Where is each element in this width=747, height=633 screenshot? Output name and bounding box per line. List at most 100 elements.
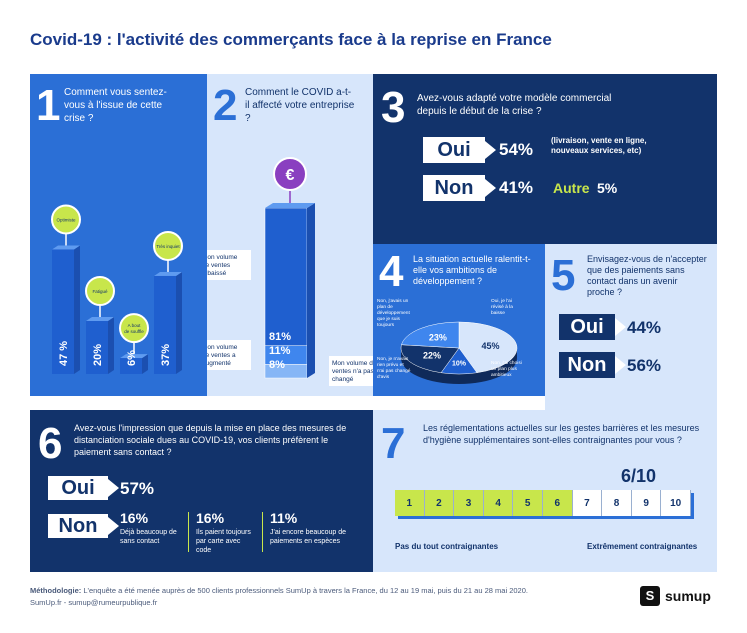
question-text: Comment vous sentez-vous à l'issue de ce… [64,87,167,124]
bar-value-label: 6% [126,350,138,366]
callout-text: de ventes [207,262,231,269]
scale-step: 2 [424,490,455,516]
sumup-logo-icon: S [640,586,660,606]
scale-step: 10 [661,490,691,516]
question-number: 5 [551,251,576,300]
answer-non-box: Non [423,175,496,201]
answer-non-box: Non [48,514,119,538]
panel-q7: 7 Les réglementations actuelles sur les … [373,410,717,572]
callout-text: ventes n'a pas [332,368,373,375]
answer-oui-box: Oui [48,476,119,500]
scale-max-label: Extrêmement contraignantes [587,542,698,551]
scale-step: 6 [543,490,573,516]
scale-min-label: Pas du tout contraignantes [395,542,499,551]
sumup-logo: S sumup [640,586,711,606]
question-text: La situation actuelle ralentit-t-elle vo… [413,254,531,286]
panel-q4: 4 La situation actuelle ralentit-t-elle … [373,244,545,396]
stack-value-label: 11% [269,345,291,357]
sumup-logo-text: sumup [665,588,711,604]
pin-label: Fatigué [92,289,108,294]
detail-3-label: J'ai encore beaucoup de paiements en esp… [270,529,347,545]
answer-oui-box: Oui [423,137,496,163]
answer-oui-pct: 54% [499,140,534,159]
pin-head [153,230,183,261]
stack-top [265,203,315,208]
pin-label: Très inquiet [156,244,180,249]
question-number: 2 [213,81,238,130]
callout-text: Mon volume de [332,360,373,367]
answer-autre-pct: 5% [597,180,618,196]
callout-text: Mon volume [207,254,238,261]
footer-links[interactable]: SumUp.fr - sumup@rumeurpublique.fr [30,598,158,607]
pin-head [85,276,115,306]
pie-slice [400,344,460,373]
euro-pin [273,157,307,191]
callout-text: changé [332,376,354,383]
pie-slice-label: Non, j'ai choisi [491,360,522,366]
stack-segment [264,207,308,346]
bar-value-label: 37% [160,344,172,366]
answer-non-pct: 41% [499,178,534,197]
pie-slice-label: n'ai pas changé [377,368,411,374]
bar [86,321,108,374]
detail-2-pct: 16% [196,510,225,526]
pie-slice-label: Non, j'avais un [377,298,409,304]
question-number: 1 [36,81,61,130]
pin-label: de souffle [124,329,144,334]
stack-value-label: 8% [269,359,285,371]
pie-slice [401,321,460,349]
scale-step: 9 [631,490,662,516]
bar-top [86,317,114,321]
scale-bar: 1 2 3 4 5 6 7 8 9 10 [395,490,691,516]
detail-1-label: Déjà beaucoup de sans contact [120,529,177,545]
pie-slice-label: développement [377,310,410,316]
callout-text: Mon volume [207,344,238,351]
bar-side [176,271,182,374]
page-title: Covid-19 : l'activité des commerçants fa… [30,30,552,49]
panel-q1: 1 Comment vous sentez-vous à l'issue de … [30,74,207,396]
scale-step: 7 [572,490,603,516]
answer-oui-pct: 44% [627,318,662,337]
panel-q5: 5 Envisagez-vous de n'accepter que des p… [545,244,717,410]
callout-text: de ventes a [207,352,236,359]
pie-slice-label: que je suis [377,316,401,322]
question-text: Les réglementations actuelles sur les ge… [423,423,700,445]
euro-icon: € [286,167,295,184]
pie-slice-label: un plan plus [491,366,517,372]
detail-divider [188,512,189,552]
pie-slice-label: ambitieux [491,372,512,378]
detail-2-label: Ils paient toujours par carte avec code [196,529,251,554]
callout-baisse [207,250,251,280]
bar-top [52,245,80,250]
question-number: 6 [38,419,63,468]
panel-q2: 2 Comment le COVID a-t-il affecté votre … [207,74,373,396]
methodology-text: L'enquête a été menée auprès de 500 clie… [83,586,528,595]
question-number: 7 [381,419,406,468]
stack-value-label: 81% [269,331,291,343]
bar-top [154,271,182,276]
pie-value-label: 10% [452,360,467,367]
question-text: Avez-vous l'impression que depuis la mis… [74,423,347,457]
pin-head [51,204,81,235]
question-text: Avez-vous adapté votre modèle commercial… [417,93,612,117]
scale-step: 1 [395,490,425,516]
bar-value-label: 47 % [58,341,70,366]
score-value: 6/10 [621,466,657,486]
detail-divider [262,512,263,552]
callout-inchange [329,356,373,386]
bar [120,358,142,374]
detail-3-pct: 11% [270,510,298,526]
bar-top [120,354,148,359]
pin-label: Optimiste [56,217,76,222]
callout-text: a baissé [207,270,227,277]
pin-label: A bout [128,323,142,328]
question-text: Envisagez-vous de n'accepter que des pai… [587,254,707,297]
panel-q3: 3 Avez-vous adapté votre modèle commerci… [373,74,717,244]
footer-methodology: Méthodologie: L'enquête a été menée aupr… [30,586,610,595]
bar-side [74,245,80,374]
scale-step: 3 [454,490,484,516]
